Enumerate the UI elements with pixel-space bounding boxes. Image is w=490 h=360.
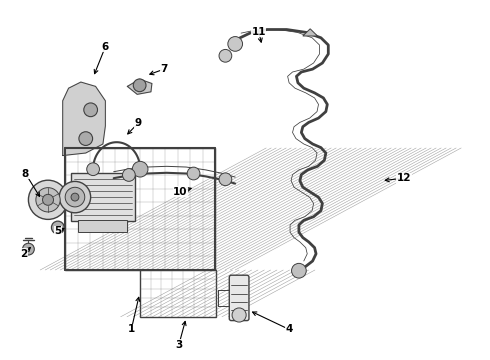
Circle shape <box>51 221 64 234</box>
Circle shape <box>134 163 147 176</box>
Text: 7: 7 <box>160 64 168 74</box>
Text: 1: 1 <box>128 324 135 334</box>
Circle shape <box>43 194 53 205</box>
Circle shape <box>132 161 148 177</box>
Bar <box>140 270 216 317</box>
Text: 8: 8 <box>22 168 29 179</box>
Text: 6: 6 <box>102 42 109 52</box>
Circle shape <box>187 167 200 180</box>
Circle shape <box>292 264 306 278</box>
FancyBboxPatch shape <box>229 275 249 321</box>
Text: 9: 9 <box>135 118 142 128</box>
Circle shape <box>71 193 79 201</box>
Text: 5: 5 <box>54 226 61 236</box>
Circle shape <box>219 49 232 62</box>
Circle shape <box>65 187 85 207</box>
Circle shape <box>219 173 232 186</box>
Circle shape <box>28 180 68 219</box>
Text: 2: 2 <box>20 249 27 259</box>
Polygon shape <box>303 29 318 36</box>
Circle shape <box>133 79 146 92</box>
Bar <box>78 220 127 232</box>
Text: 3: 3 <box>175 340 182 350</box>
Circle shape <box>36 188 60 212</box>
Polygon shape <box>127 79 152 94</box>
Circle shape <box>59 181 91 213</box>
Circle shape <box>84 103 98 117</box>
Circle shape <box>232 308 246 322</box>
Text: 4: 4 <box>285 324 293 334</box>
Circle shape <box>228 37 243 51</box>
Polygon shape <box>63 82 105 156</box>
Text: 12: 12 <box>397 173 412 183</box>
Circle shape <box>23 243 34 255</box>
Text: 11: 11 <box>251 27 266 37</box>
Circle shape <box>87 163 99 176</box>
Circle shape <box>79 132 93 145</box>
Bar <box>71 173 135 221</box>
Bar <box>65 148 215 270</box>
Circle shape <box>122 168 135 181</box>
Text: 10: 10 <box>173 186 188 197</box>
